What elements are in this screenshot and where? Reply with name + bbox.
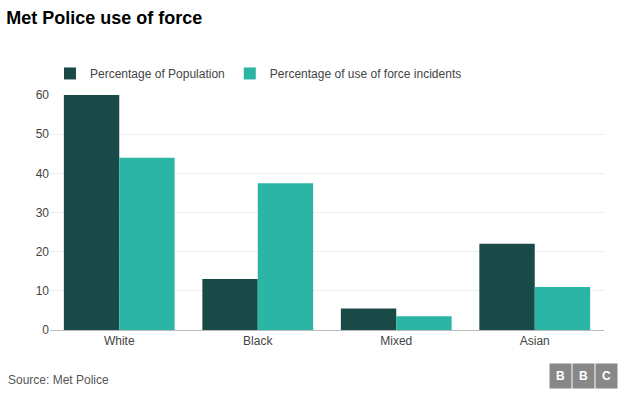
svg-text:60: 60: [36, 88, 50, 102]
svg-text:Met Police use of force: Met Police use of force: [6, 8, 202, 28]
svg-text:Mixed: Mixed: [380, 334, 412, 348]
svg-text:White: White: [104, 334, 135, 348]
svg-text:40: 40: [36, 167, 50, 181]
svg-text:50: 50: [36, 127, 50, 141]
svg-text:C: C: [602, 369, 611, 383]
svg-text:Asian: Asian: [520, 334, 550, 348]
svg-text:Black: Black: [243, 334, 273, 348]
svg-text:B: B: [556, 369, 565, 383]
svg-text:30: 30: [36, 206, 50, 220]
svg-text:10: 10: [36, 284, 50, 298]
svg-text:B: B: [579, 369, 588, 383]
svg-text:Percentage of Population: Percentage of Population: [90, 67, 225, 81]
svg-text:Percentage of use of force inc: Percentage of use of force incidents: [270, 67, 461, 81]
svg-text:Source: Met Police: Source: Met Police: [8, 373, 109, 387]
svg-text:0: 0: [42, 323, 49, 337]
svg-text:20: 20: [36, 245, 50, 259]
